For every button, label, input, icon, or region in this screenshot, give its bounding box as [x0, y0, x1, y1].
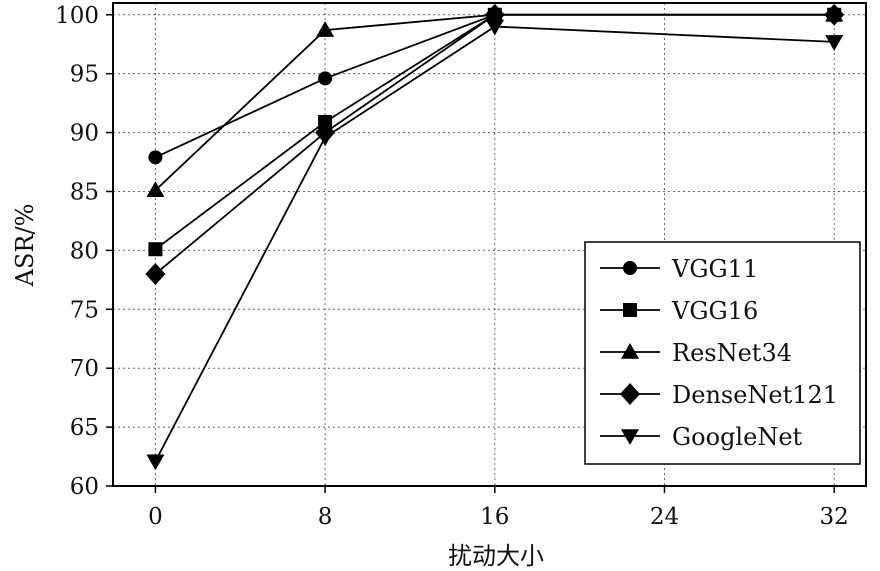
legend-marker-vgg16: [623, 303, 637, 317]
plot-frame: [112, 2, 867, 487]
legend-item-vgg11: VGG11: [600, 255, 758, 283]
legend-marker-vgg11: [623, 261, 637, 275]
data-point-googlenet: [146, 454, 165, 471]
y-tick-label: 75: [70, 297, 99, 323]
legend-item-googlenet: GoogleNet: [600, 423, 803, 451]
data-point-googlenet: [825, 35, 844, 51]
legend-label: GoogleNet: [672, 423, 803, 451]
y-axis-title: ASR/%: [11, 204, 39, 288]
axes: 0 8 16 24 32 60 65 70 75 80 85 90 95 100: [55, 2, 867, 530]
x-tick-label: 8: [318, 504, 333, 530]
data-point-densenet121: [145, 262, 166, 285]
y-tick-label: 65: [70, 415, 99, 441]
x-tick-label: 24: [650, 504, 679, 530]
legend: VGG11 VGG16 ResNet34 DenseNet121 GoogleNet: [584, 241, 861, 465]
y-tick-label: 70: [70, 356, 99, 382]
y-tick-label: 60: [70, 474, 99, 500]
legend-label: VGG16: [671, 297, 758, 325]
y-tick-label: 85: [70, 179, 99, 205]
series-group: [145, 3, 845, 471]
legend-label: DenseNet121: [672, 381, 838, 409]
data-point-resnet34: [316, 21, 335, 37]
series-googlenet: [146, 19, 844, 471]
data-point-resnet34: [146, 181, 165, 198]
series-line-googlenet: [154, 25, 835, 462]
legend-marker-densenet121: [620, 383, 640, 405]
data-point-vgg16: [148, 242, 163, 257]
legend-item-resnet34: ResNet34: [600, 339, 792, 367]
series-line-densenet121: [154, 13, 835, 275]
legend-marker-resnet34: [621, 343, 639, 359]
x-tick-label: 16: [480, 504, 509, 530]
legend-item-vgg16: VGG16: [600, 297, 758, 325]
x-tick-label: 0: [148, 504, 163, 530]
data-point-densenet121: [824, 3, 845, 26]
y-tick-label: 90: [70, 121, 99, 147]
legend-label: ResNet34: [672, 339, 792, 367]
data-point-vgg11: [148, 150, 163, 165]
data-point-googlenet: [485, 19, 504, 36]
legend-marker-googlenet: [621, 429, 639, 445]
data-point-googlenet: [316, 130, 335, 147]
y-tick-label: 95: [70, 62, 99, 88]
y-tick-label: 100: [55, 3, 99, 29]
x-axis-title: 扰动大小: [448, 542, 544, 570]
legend-item-densenet121: DenseNet121: [600, 381, 838, 409]
legend-box: [584, 241, 861, 465]
x-tick-label: 32: [820, 504, 849, 530]
data-point-vgg11: [318, 71, 333, 86]
legend-label: VGG11: [671, 255, 758, 283]
y-tick-label: 80: [70, 238, 99, 264]
